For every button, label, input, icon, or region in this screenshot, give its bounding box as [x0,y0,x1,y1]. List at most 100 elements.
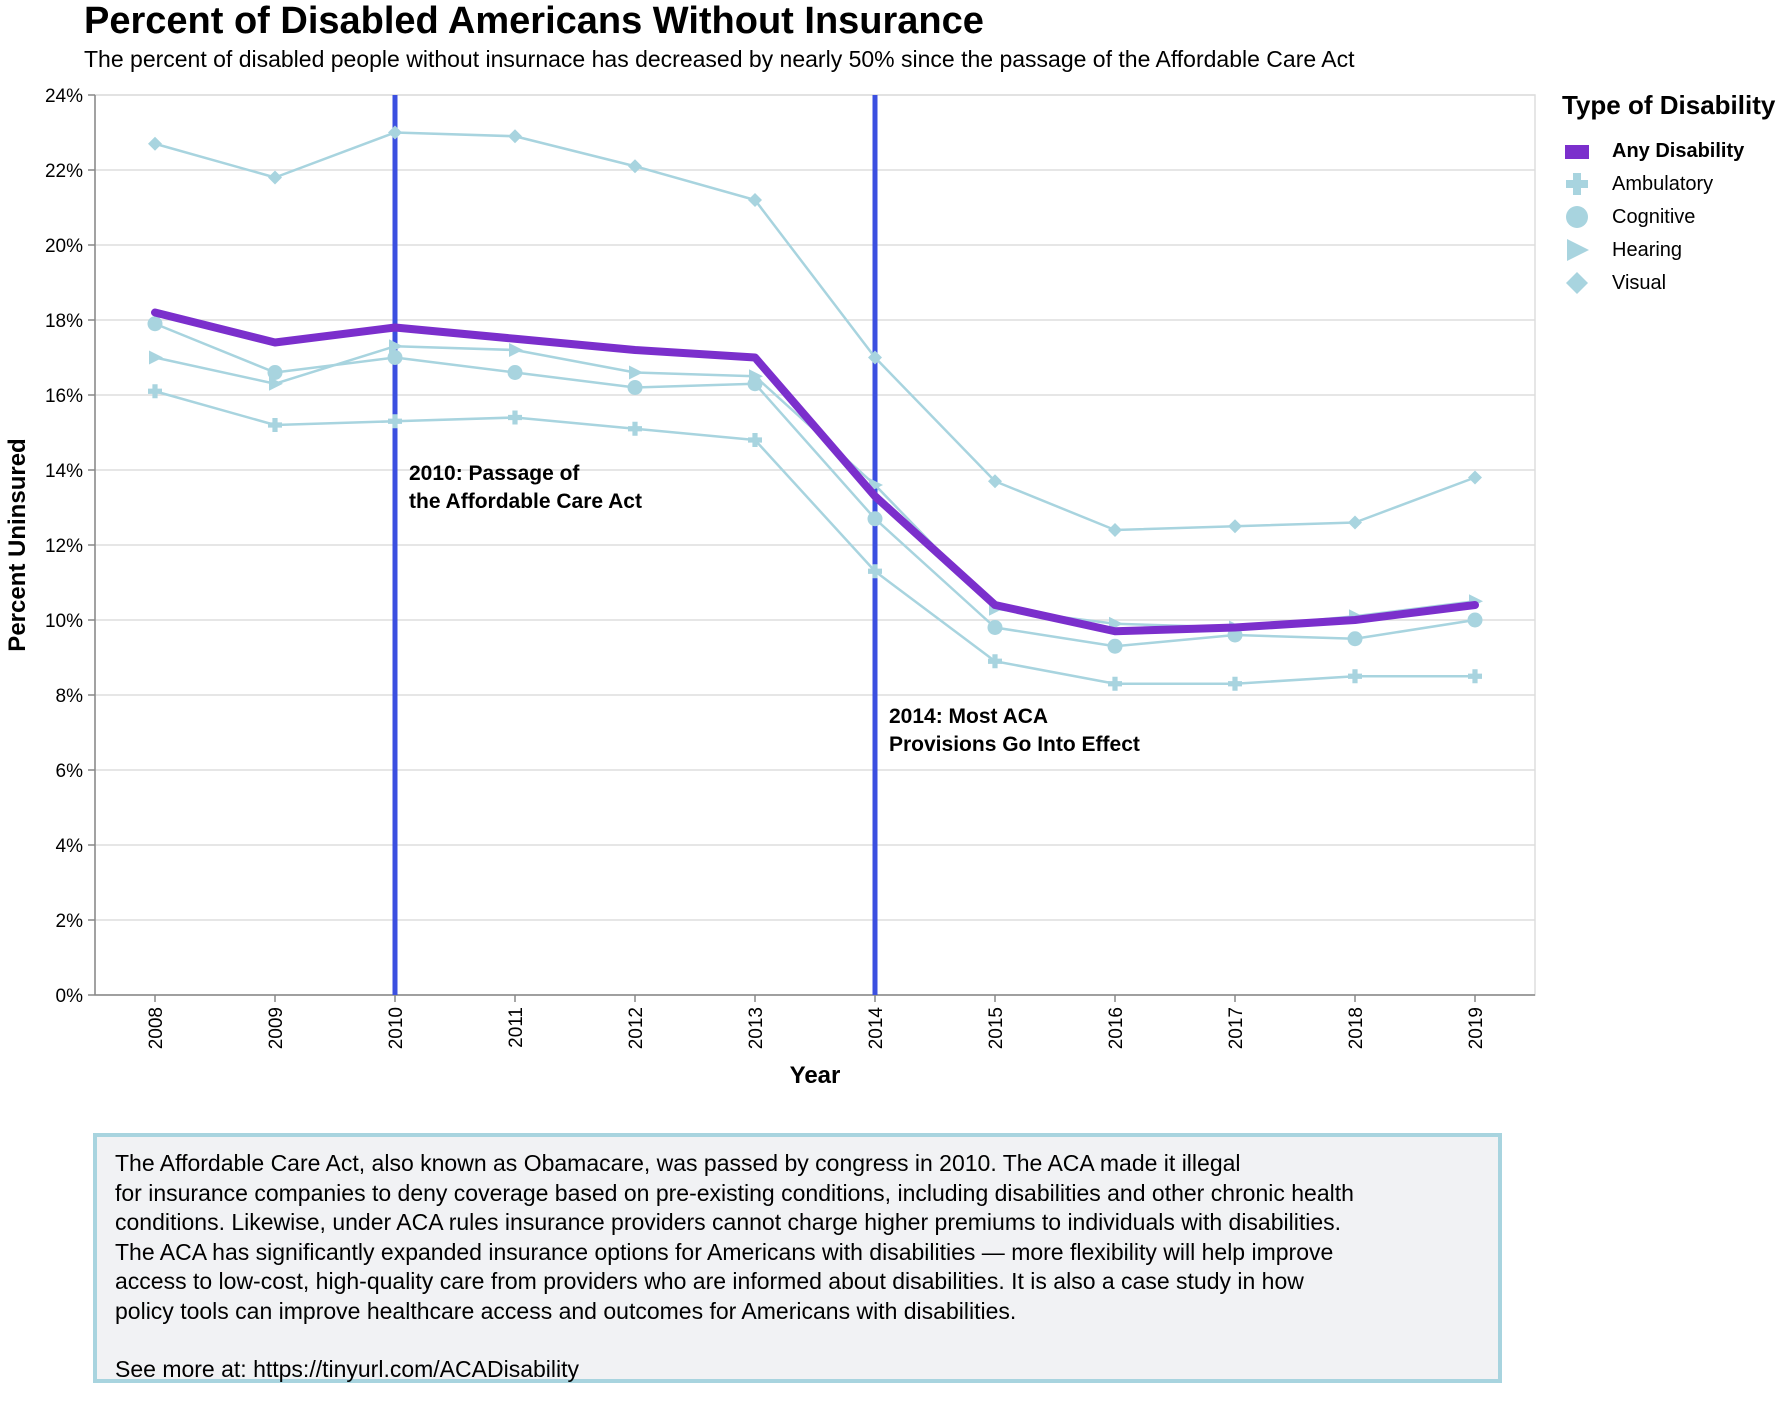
data-point [1468,669,1482,684]
y-tick-label: 10% [45,611,83,632]
x-tick-label: 2014 [866,1007,887,1050]
data-point [508,129,522,144]
series-lines [147,125,1483,691]
data-point [388,414,402,429]
y-tick-label: 4% [56,836,84,857]
data-point [387,350,403,365]
series-any-disability [151,308,1479,636]
x-tick-label: 2013 [746,1007,767,1049]
line-chart: 0% 2% 4% 6% 8% 10% 12% 14% 16% 18% 20% 22% 24% 2008 20… [4,86,1536,1089]
axes: 0% 2% 4% 6% 8% 10% 12% 14% 16% 18% 20% 22% 24% 2008 20… [4,86,1535,1089]
data-point [508,410,522,425]
data-point [868,350,882,365]
x-axis-title: Year [790,1062,841,1089]
y-tick-label: 16% [45,386,83,407]
data-point [388,125,402,140]
data-point [1347,631,1363,647]
data-point [1348,669,1362,684]
legend-item-visual: Visual [1562,268,1666,298]
y-tick-label: 0% [56,986,84,1007]
data-point [389,339,403,354]
annotation-line: 2014: Most ACA [889,705,1048,728]
series-ambulatory [148,384,1482,691]
x-tick-label: 2011 [506,1007,527,1048]
data-point [268,170,282,185]
data-point [1228,676,1242,691]
x-tick-label: 2008 [146,1007,167,1049]
series-cognitive [147,316,1483,654]
legend-item-ambulatory: Ambulatory [1562,169,1713,199]
series-line [153,345,1477,629]
legend-label: Hearing [1612,238,1683,261]
legend-label: Cognitive [1612,205,1696,228]
data-point [748,433,762,447]
data-point [267,365,283,380]
circle-icon [1562,202,1592,232]
data-point [1467,612,1483,628]
data-point [269,376,283,391]
series-line [151,308,1479,636]
legend-title: Type of Disability [1562,90,1776,120]
data-point [988,654,1002,669]
info-box-body: The Affordable Care Act, also known as O… [115,1150,1354,1324]
triangle-right-icon [1562,235,1592,265]
legend-item-any-disability: Any Disability [1562,136,1744,166]
data-point [1108,523,1122,537]
data-point [749,369,763,384]
annotation-line: 2010: Passage of [409,462,580,485]
y-tick-label: 20% [45,236,83,257]
data-point [147,316,163,332]
series-hearing [149,339,1483,635]
y-tick-label: 18% [45,311,83,332]
y-axis-title: Percent Uninsured [4,438,31,651]
series-line [153,131,1477,532]
data-point [1468,470,1482,485]
data-point [629,365,643,380]
diamond-icon [1562,268,1592,298]
data-point [268,418,282,432]
cross-icon [1562,169,1592,199]
gridlines [94,94,1536,996]
data-point [868,564,882,579]
square-icon [1562,136,1592,166]
legend-item-cognitive: Cognitive [1562,202,1695,232]
y-tick-label: 12% [45,536,83,557]
annotations: 2010: Passage of the Affordable Care Act2… [409,462,1140,756]
x-tick-label: 2017 [1226,1007,1247,1049]
series-line [153,390,1477,685]
data-point [1107,638,1123,654]
y-tick-label: 2% [56,911,84,932]
x-tick-label: 2019 [1466,1007,1487,1049]
data-point [987,620,1003,635]
chart-subtitle: The percent of disabled people without i… [84,46,1355,72]
y-tick-label: 6% [56,761,84,782]
x-tick-label: 2012 [626,1007,647,1049]
data-point [509,343,523,357]
info-box-link[interactable]: See more at: https://tinyurl.com/ACADisa… [115,1356,579,1382]
data-point [628,159,642,174]
data-point [628,421,642,436]
x-tick-label: 2018 [1346,1007,1367,1049]
chart-title: Percent of Disabled Americans Without In… [84,0,984,42]
annotation-line: Provisions Go Into Effect [889,733,1140,756]
annotation-line: the Affordable Care Act [409,490,642,513]
data-point [148,384,162,399]
y-tick-label: 22% [45,161,83,182]
annotation-label: 2010: Passage of the Affordable Care Act [409,462,642,513]
data-point [149,350,163,365]
legend-item-hearing: Hearing [1562,235,1682,265]
data-point [627,380,643,395]
x-tick-label: 2010 [386,1007,407,1049]
legend-label: Any Disability [1612,139,1745,162]
data-point [1108,676,1122,691]
info-box: The Affordable Care Act, also known as O… [93,1133,1502,1383]
y-tick-label: 14% [45,461,83,482]
data-point [507,365,523,380]
y-tick-label: 8% [56,686,84,707]
legend-label: Visual [1612,271,1667,294]
data-point [748,193,762,207]
data-point [988,474,1002,489]
series-visual [148,125,1482,537]
x-tick-label: 2015 [986,1007,1007,1049]
event-rules [392,95,878,995]
